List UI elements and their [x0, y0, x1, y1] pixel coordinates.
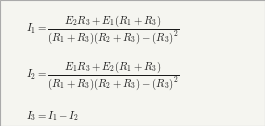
- Text: $I_2 = \dfrac{E_1R_3 + E_2(R_1 + R_3)}{(R_1 + R_3)(R_2 + R_3) - (R_3)^2}$: $I_2 = \dfrac{E_1R_3 + E_2(R_1 + R_3)}{(…: [26, 59, 180, 92]
- Text: $I_1 = \dfrac{E_2R_3 + E_1(R_1 + R_3)}{(R_1 + R_3)(R_2 + R_3) - (R_3)^2}$: $I_1 = \dfrac{E_2R_3 + E_1(R_1 + R_3)}{(…: [26, 14, 180, 46]
- Text: $I_3 = I_1 - I_2$: $I_3 = I_1 - I_2$: [26, 109, 80, 123]
